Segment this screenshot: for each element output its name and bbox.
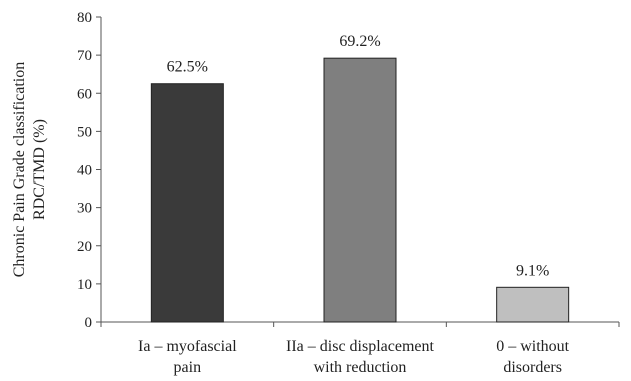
data-label: 62.5% [167, 59, 208, 76]
category-labels: Ia – myofascial pain IIa – disc displaceme… [138, 338, 570, 376]
category-label: pain [174, 359, 202, 376]
bar [496, 286, 570, 323]
category-label: 0 – without [496, 338, 569, 355]
data-label: 69.2% [339, 33, 380, 50]
category-label: IIa – disc displacement [286, 338, 435, 355]
y-tick-label: 10 [77, 277, 92, 293]
y-tick-label: 70 [77, 48, 92, 64]
category-label: Ia – myofascial [138, 338, 237, 355]
x-axis [100, 321, 620, 327]
data-labels: 62.5% 69.2% 9.1% [167, 33, 550, 279]
y-tick-label: 0 [85, 315, 93, 331]
y-axis-title-line: Chronic Pain Grade classification [11, 62, 28, 278]
bar [150, 83, 224, 323]
y-tick-label: 80 [77, 10, 92, 26]
y-tick-label: 20 [77, 239, 92, 255]
y-tick-label: 30 [77, 201, 92, 217]
bar [323, 57, 397, 323]
y-axis: 0 10 20 30 40 50 60 70 80 [77, 10, 102, 331]
data-label: 9.1% [516, 262, 549, 279]
category-label: with reduction [314, 359, 407, 376]
y-tick-label: 60 [77, 86, 92, 102]
y-tick-label: 40 [77, 163, 92, 179]
bars [150, 57, 570, 323]
category-label: disorders [503, 359, 562, 376]
y-tick-label: 50 [77, 124, 92, 140]
y-axis-title: Chronic Pain Grade classification RDC/TMD… [11, 62, 48, 278]
y-axis-title-line: RDC/TMD (%) [31, 119, 48, 220]
